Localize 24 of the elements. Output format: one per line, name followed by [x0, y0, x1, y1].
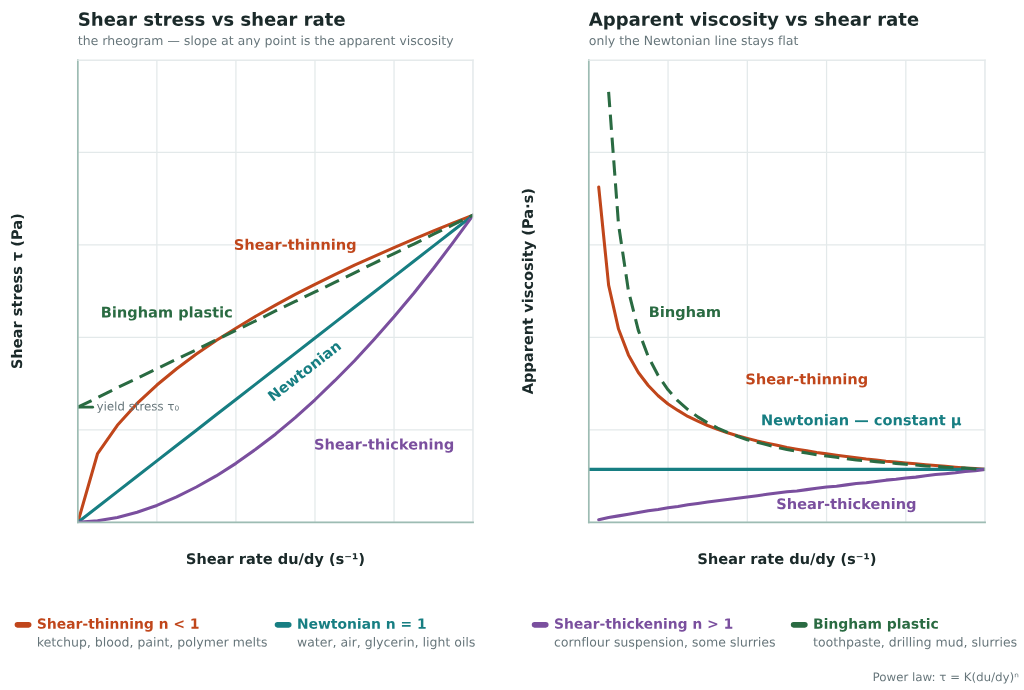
x-axis-title: Shear rate du/dy (s⁻¹)	[186, 552, 364, 568]
series-label: Shear-thickening	[777, 498, 916, 513]
legend-label: Shear-thinning n < 1	[37, 618, 199, 632]
text: cornflour suspension, some slurries	[554, 637, 775, 650]
text: Newtonian — constant μ	[762, 414, 962, 429]
text: water, air, glycerin, light oils	[297, 637, 475, 650]
text: ketchup, blood, paint, polymer melts	[38, 637, 267, 650]
text: Shear-thinning	[746, 373, 867, 388]
legend-label: Shear-thickening n > 1	[554, 618, 733, 632]
y-axis-title: Shear stress τ (Pa)	[10, 214, 24, 369]
chart-title: Apparent viscosity vs shear rate	[588, 11, 919, 30]
legend-label: Newtonian n = 1	[298, 618, 426, 629]
y-axis-title: Apparent viscosity (Pa·s)	[521, 189, 537, 395]
chart-subtitle: the rheogram — slope at any point is the apparent viscosity	[78, 35, 454, 48]
series-label: Shear-thickening	[315, 438, 454, 453]
chart-subtitle: only the Newtonian line stays flat	[589, 35, 799, 48]
series-label: Bingham	[650, 306, 720, 321]
x-axis-title: Shear rate du/dy (s⁻¹)	[698, 552, 876, 568]
series-label: Shear-thinning	[234, 238, 356, 253]
legend-label: Bingham plastic	[814, 618, 938, 632]
chart-title: Shear stress vs shear rate	[79, 12, 345, 26]
text: toothpaste, drilling mud, slurries	[813, 637, 1017, 650]
text: Power law: τ = K(du/dy)ⁿ	[873, 672, 1019, 684]
series-label: Bingham plastic	[102, 306, 232, 321]
